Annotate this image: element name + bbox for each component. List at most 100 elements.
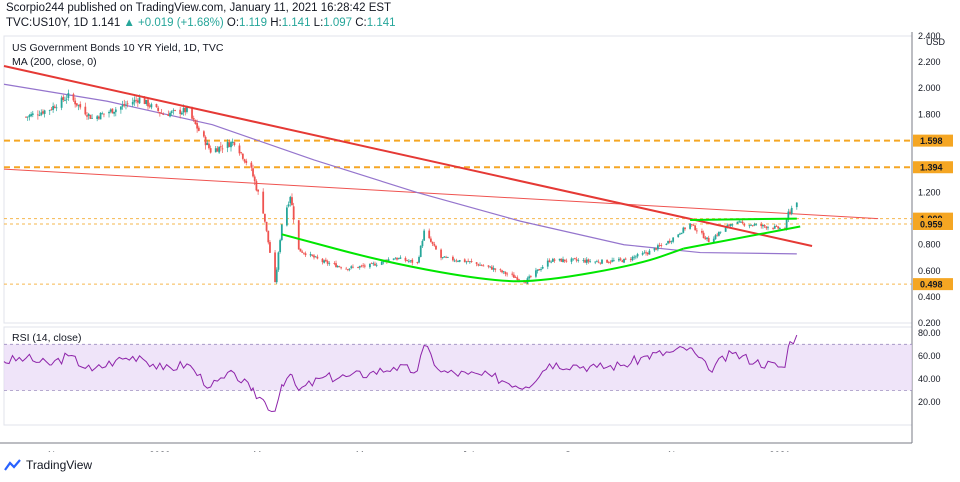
candle-body: [536, 269, 539, 271]
time-tick-label: Mar: [253, 450, 269, 452]
candle-body: [114, 109, 117, 113]
candle-body: [243, 159, 246, 162]
candle-body: [518, 279, 520, 281]
candle-body: [230, 142, 232, 148]
tradingview-brand: TradingView: [26, 458, 93, 472]
price-tick-label: 2.400: [918, 32, 941, 41]
candle-body: [328, 263, 331, 265]
candle-body: [184, 107, 187, 113]
candle-body: [265, 221, 268, 231]
candle-body: [553, 259, 556, 261]
candle-body: [565, 260, 568, 262]
candle-body: [148, 105, 151, 107]
candle-body: [633, 256, 636, 258]
candle-body: [750, 224, 752, 226]
candle-body: [302, 252, 305, 254]
candle-body: [255, 181, 258, 191]
time-tick-label: Nov: [668, 450, 685, 452]
candle-body: [370, 263, 373, 264]
candle-body: [538, 269, 541, 271]
candle-body: [311, 254, 314, 256]
candle-body: [263, 213, 266, 222]
candle-body: [397, 258, 400, 260]
candle-body: [89, 114, 92, 119]
candle-body: [596, 261, 598, 263]
candle-body: [416, 262, 419, 263]
time-tick-label: Nov: [48, 450, 65, 452]
candle-body: [135, 99, 138, 101]
candle-body: [267, 230, 270, 243]
high-label: H:: [270, 17, 282, 29]
candle-body: [607, 262, 610, 264]
candle-body: [655, 248, 658, 250]
chart-area[interactable]: 2.4002.2002.0001.8001.6001.4001.2001.000…: [0, 31, 960, 461]
candle-body: [333, 262, 336, 264]
open-label: O:: [226, 17, 240, 29]
candle-body: [717, 232, 720, 236]
candle-body: [453, 260, 456, 262]
candle-body: [158, 112, 161, 114]
price-change: +0.019 (+1.68%): [138, 17, 224, 29]
candle-body: [679, 233, 681, 235]
candle-body: [60, 97, 63, 108]
candle-body: [77, 104, 80, 106]
time-tick-label: May: [356, 450, 374, 452]
candle-body: [499, 269, 502, 271]
candle-body: [560, 258, 563, 262]
candle-body: [221, 148, 224, 150]
price-chart[interactable]: 2.4002.2002.0001.8001.6001.4001.2001.000…: [0, 31, 960, 461]
candle-body: [562, 259, 564, 263]
candle-body: [335, 263, 337, 268]
candle-body: [606, 259, 608, 263]
candle-body: [682, 227, 685, 233]
candle-body: [440, 249, 442, 258]
candle-body: [369, 263, 371, 268]
candle-body: [352, 266, 354, 268]
price-tick-label: 0.200: [918, 318, 941, 328]
candle-body: [452, 256, 454, 261]
price-label-text: 1.598: [920, 136, 943, 146]
candle-body: [126, 103, 129, 105]
candle-body: [121, 104, 124, 107]
candle-body: [724, 226, 727, 232]
candle-body: [599, 262, 602, 264]
candle-body: [404, 257, 407, 261]
candle-body: [253, 176, 256, 182]
price-label-box: [913, 161, 953, 174]
candle-body: [350, 266, 353, 268]
candle-body: [280, 224, 283, 240]
candle-body: [458, 259, 461, 262]
publish-info: Scorpio244 published on TradingView.com,…: [6, 2, 392, 14]
candle-body: [506, 273, 509, 275]
candle-body: [546, 260, 549, 267]
main-pane-border: [3, 35, 913, 324]
candle-body: [601, 259, 603, 264]
candle-body: [594, 261, 597, 263]
candle-body: [218, 146, 221, 153]
candle-body: [25, 116, 27, 118]
candle-body: [387, 259, 390, 262]
candle-body: [511, 273, 514, 275]
candle-body: [67, 93, 70, 98]
candle-body: [421, 240, 424, 247]
candle-body: [418, 257, 420, 263]
candle-body: [136, 100, 139, 103]
candle-body: [706, 237, 708, 239]
candle-body: [501, 270, 503, 273]
candle-body: [463, 259, 466, 263]
candle-body: [304, 253, 307, 256]
currency-label: USD: [926, 37, 946, 47]
candle-body: [170, 111, 173, 113]
candle-body: [623, 258, 625, 263]
candle-body: [250, 162, 253, 168]
candle-body: [362, 265, 365, 267]
last-price: 1.141: [91, 17, 121, 29]
candle-body: [443, 256, 446, 258]
candle-body: [358, 266, 361, 268]
candle-body: [160, 113, 163, 114]
candle-body: [375, 264, 378, 266]
candle-body: [492, 267, 495, 270]
candle-body: [684, 227, 686, 230]
candle-body: [162, 114, 165, 115]
candle-body: [479, 264, 481, 266]
